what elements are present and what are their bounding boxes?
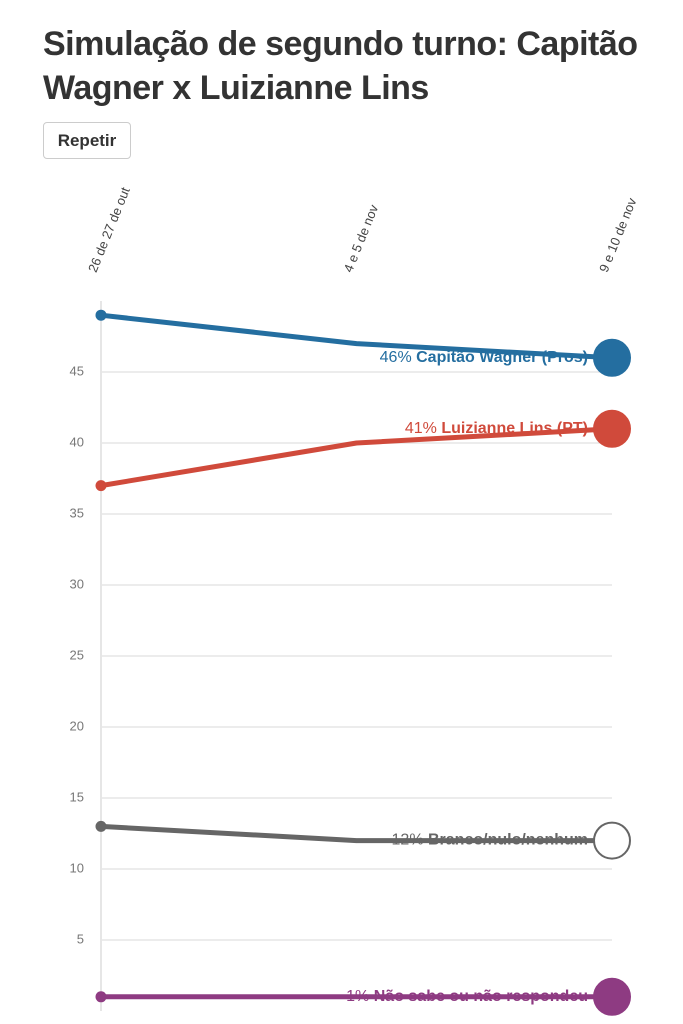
y-tick-label: 15 [70,789,84,804]
y-tick-label: 10 [70,860,84,875]
line [100,823,612,844]
repeat-button[interactable]: Repetir [43,122,131,159]
series-name: Não sabe ou não respondeu [374,988,588,1005]
value-label: 46% [380,349,412,366]
point [95,480,107,492]
avatar [593,821,631,860]
x-tick-label: 9 e 10 de nov [596,195,640,274]
chart-title: Simulação de segundo turno: Capitão Wagn… [43,25,638,107]
avatar [593,977,631,1016]
point [95,820,107,832]
end-label: 46% Capitão Wagner (Pros) [380,349,588,366]
y-tick-label: 35 [70,505,84,520]
value-label: 12% [392,832,424,849]
value-label: 41% [405,420,437,437]
series-name: Capitão Wagner (Pros) [416,349,588,366]
x-tick-label: 4 e 5 de nov [341,202,382,274]
line [100,426,613,489]
y-tick-label: 25 [70,647,84,662]
avatar [593,338,631,377]
y-tick-label: 20 [70,718,84,733]
line [100,312,613,361]
end-label: 41% Luizianne Lins (PT) [405,420,588,437]
x-tick-label: 26 de 27 de out [85,185,133,275]
y-tick-label: 40 [70,434,84,449]
series-name: Branco/nulo/nenhum [428,832,588,849]
point [95,991,107,1003]
y-tick-label: 30 [70,576,84,591]
point [95,309,107,321]
series-name: Luizianne Lins (PT) [441,420,588,437]
y-tick-label: 45 [70,363,84,378]
value-label: 1% [346,988,369,1005]
avatar [593,409,631,448]
y-tick-label: 5 [77,931,84,946]
end-label: 1% Não sabe ou não respondeu [346,988,588,1005]
end-label: 12% Branco/nulo/nenhum [392,832,588,849]
